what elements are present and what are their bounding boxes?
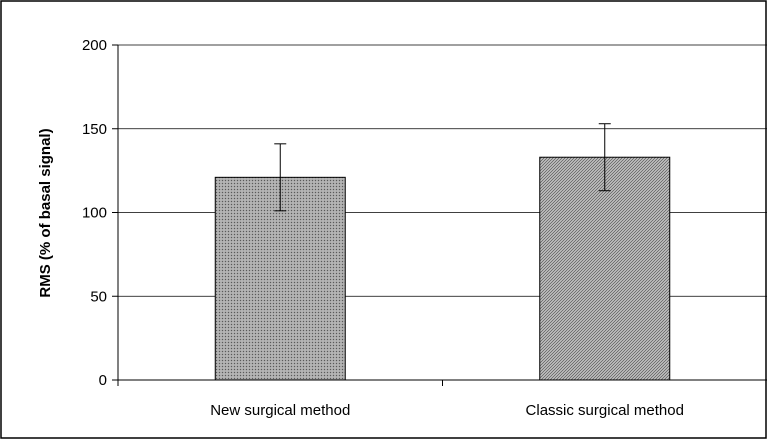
y-tick-label: 50 xyxy=(90,288,107,305)
error-bars xyxy=(274,123,611,212)
x-categories: New surgical method Classic surgical meth… xyxy=(210,402,684,419)
y-tick-label: 0 xyxy=(99,372,107,389)
category-label: New surgical method xyxy=(210,402,350,419)
y-axis-title: RMS (% of basal signal) xyxy=(37,128,54,297)
y-ticks: 0 50 100 150 200 xyxy=(82,37,118,389)
y-tick-label: 150 xyxy=(82,121,107,138)
category-label: Classic surgical method xyxy=(526,402,684,419)
y-tick-label: 100 xyxy=(82,205,107,222)
y-tick-label: 200 xyxy=(82,37,107,54)
bar xyxy=(539,156,671,381)
